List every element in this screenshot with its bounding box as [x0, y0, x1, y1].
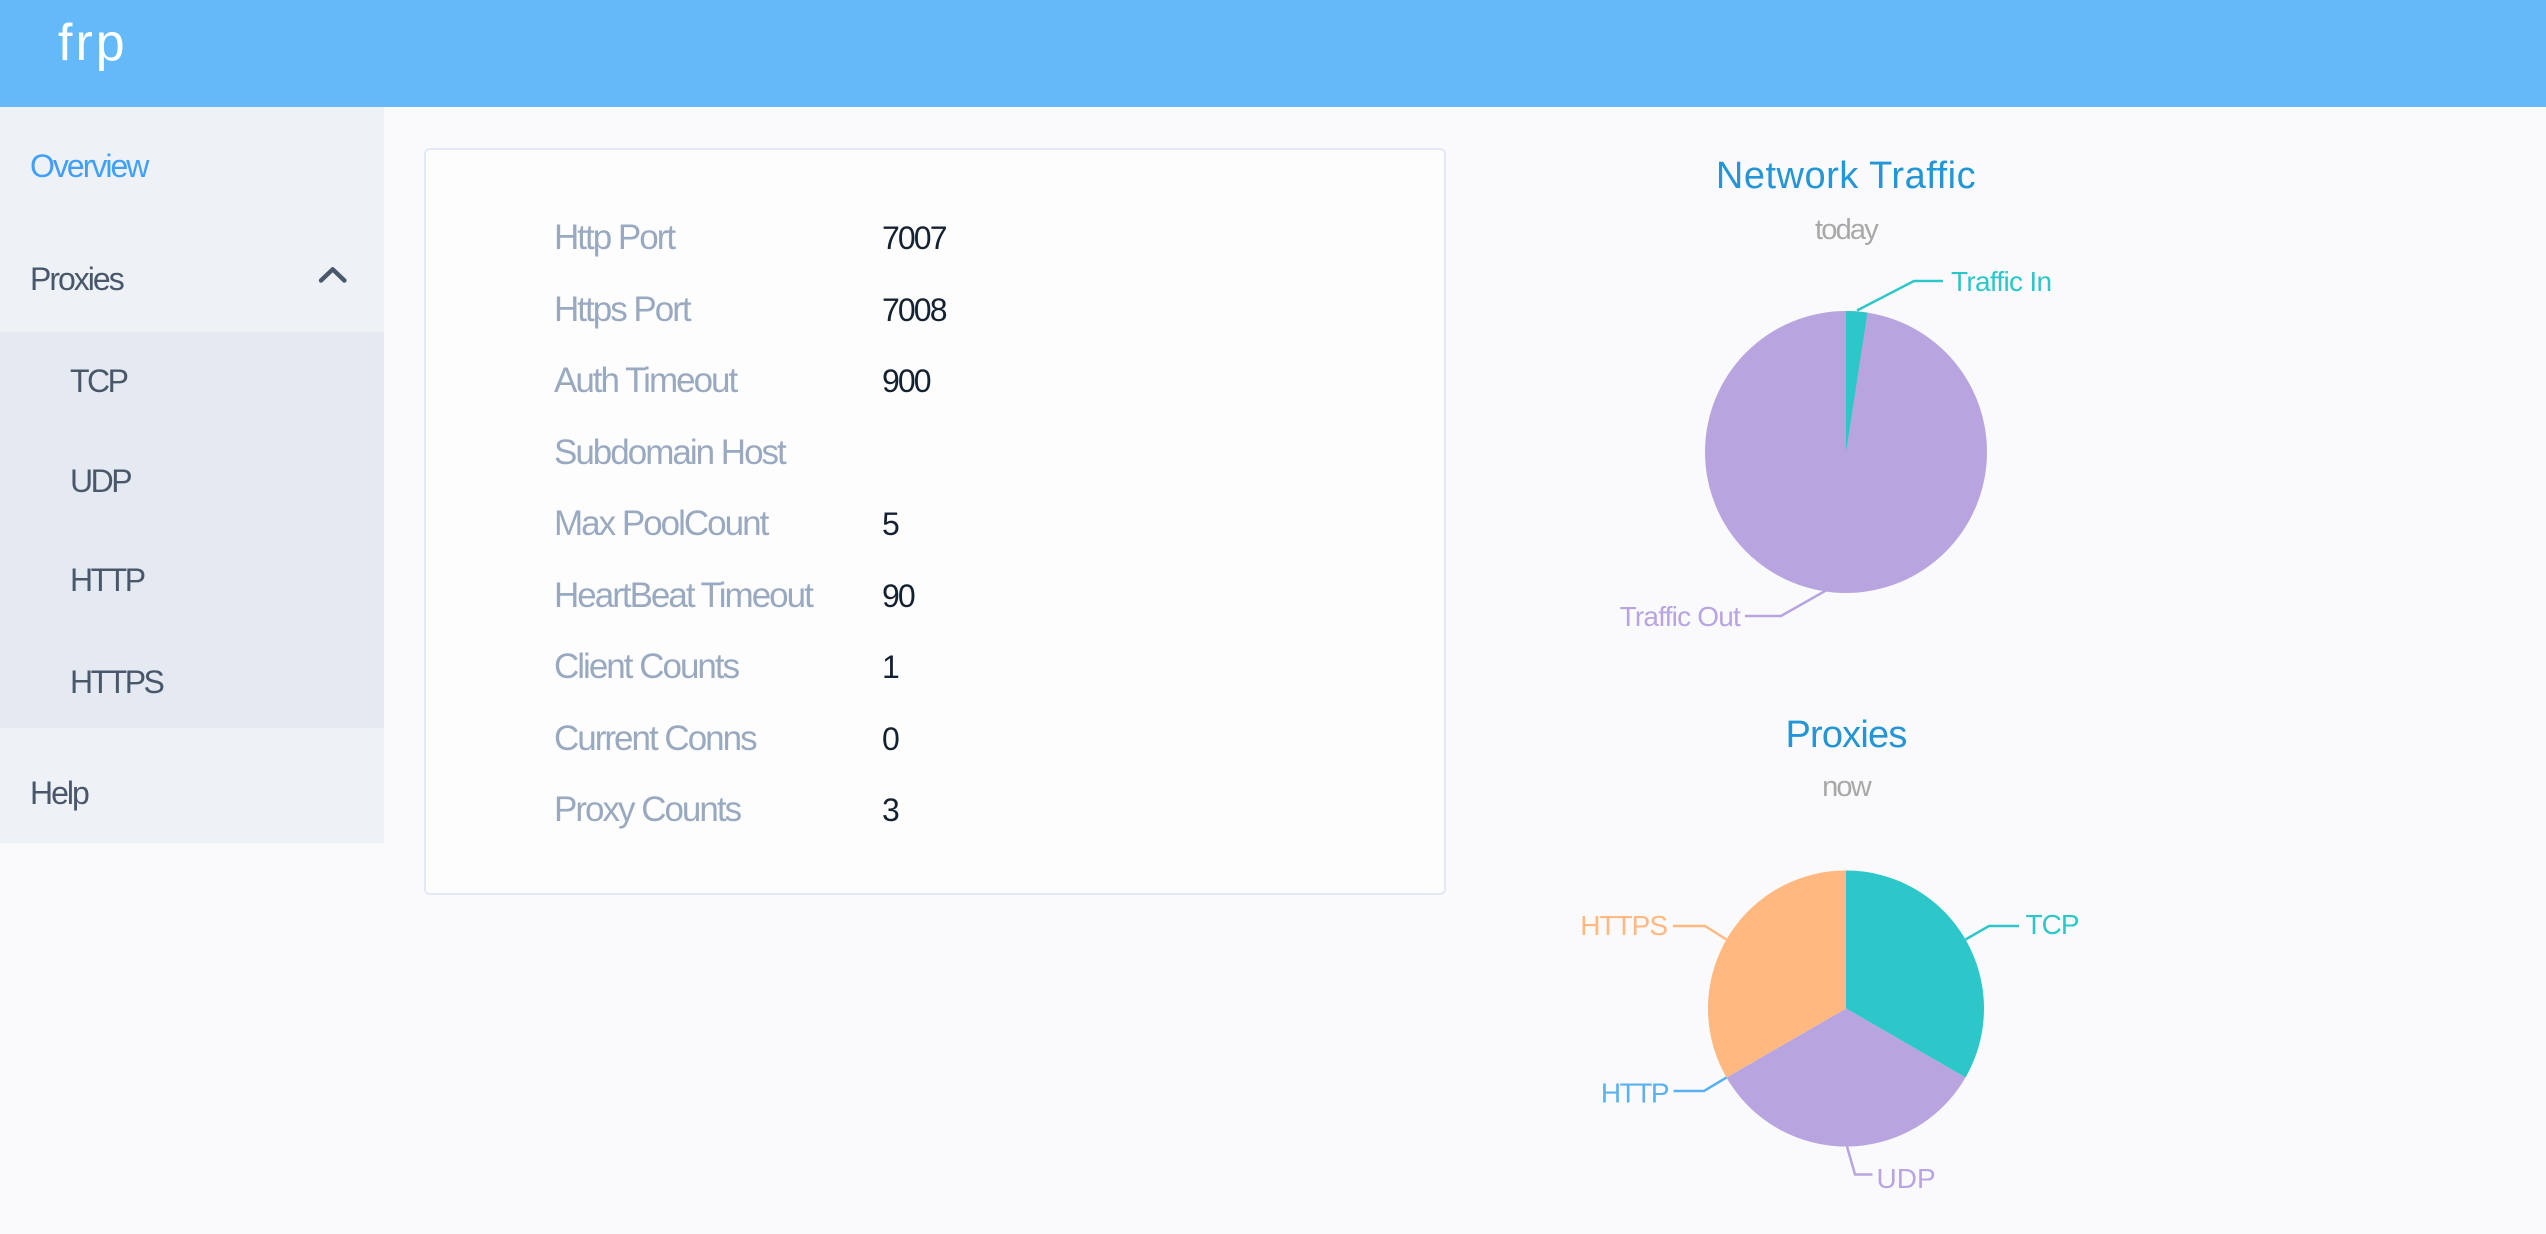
svg-text:TCP: TCP [2026, 909, 2079, 940]
svg-text:UDP: UDP [1877, 1163, 1936, 1194]
svg-text:Traffic Out: Traffic Out [1620, 601, 1741, 632]
svg-text:HTTPS: HTTPS [1580, 910, 1667, 941]
svg-text:today: today [1815, 214, 1879, 246]
svg-text:Network Traffic: Network Traffic [1716, 155, 1976, 197]
svg-text:now: now [1822, 771, 1873, 803]
svg-text:HTTP: HTTP [1601, 1078, 1669, 1109]
svg-text:Traffic In: Traffic In [1951, 266, 2051, 297]
svg-text:Proxies: Proxies [1785, 714, 1906, 756]
